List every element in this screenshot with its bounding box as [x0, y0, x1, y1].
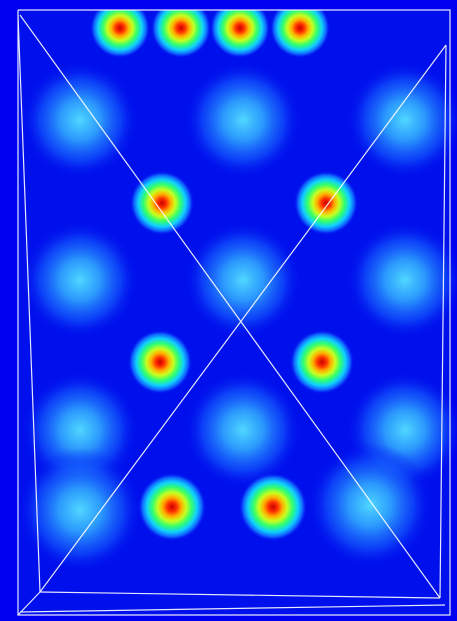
diffuse-blob: [185, 62, 301, 178]
density-view: [0, 0, 457, 621]
diffuse-blob: [22, 62, 138, 178]
page-body: [0, 0, 457, 621]
diffuse-blob: [22, 222, 138, 338]
diffuse-blob: [308, 443, 432, 567]
hot-blob: [138, 473, 206, 541]
diffuse-blob: [185, 372, 301, 488]
hot-blob: [294, 171, 358, 235]
hot-blob: [239, 473, 307, 541]
hot-blob: [128, 330, 192, 394]
diffuse-blob: [185, 222, 301, 338]
hot-blob: [290, 330, 354, 394]
page: Density map {} html, body { margin: 0; p…: [0, 0, 457, 621]
top-edge: [0, 0, 457, 10]
